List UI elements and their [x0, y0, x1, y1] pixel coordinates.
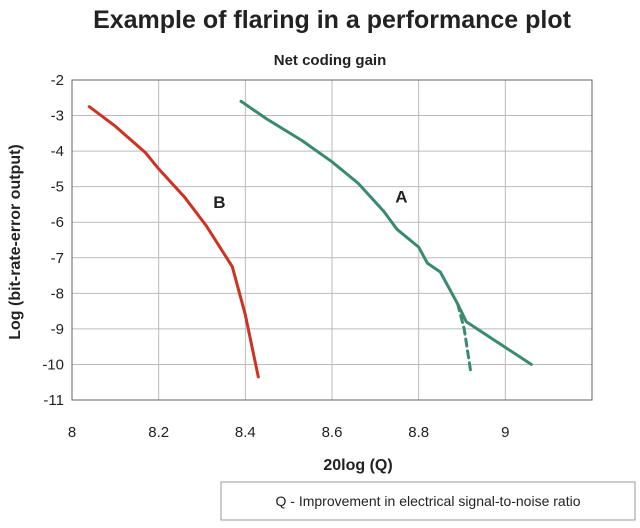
chart-subtitle: Net coding gain — [274, 52, 387, 69]
x-tick-label: 8.6 — [322, 424, 343, 441]
y-tick-label: -9 — [51, 321, 64, 338]
note-box — [220, 481, 636, 521]
series-line-b — [87, 105, 260, 379]
series-line-dashed-extension — [456, 302, 473, 374]
chart-title: Example of flaring in a performance plot — [93, 6, 572, 34]
series-label-a: A — [395, 188, 407, 207]
x-axis-label: 20log (Q) — [323, 457, 392, 474]
x-tick-label: 9 — [501, 424, 509, 441]
x-tick-label: 8.4 — [235, 424, 256, 441]
plot-frame — [71, 79, 593, 401]
x-tick-label: 8.2 — [148, 424, 169, 441]
y-axis-label: Log (bit-rate-error output) — [7, 144, 24, 340]
y-tick-label: -7 — [51, 250, 64, 267]
y-tick-label: -11 — [43, 392, 64, 409]
series-line-a — [239, 99, 533, 366]
tick-labels: 8 8.2 8.4 8.6 8.8 9 -2 -3 -4 -5 -6 -7 -8 -9 -10 -11 — [42, 72, 509, 441]
note-text: Q - Improvement in electrical signal-to-… — [275, 493, 580, 509]
grid — [72, 80, 592, 400]
y-tick-label: -2 — [51, 72, 64, 89]
y-tick-label: -5 — [51, 179, 64, 196]
x-tick-label: 8.8 — [408, 424, 429, 441]
y-tick-label: -10 — [42, 356, 64, 373]
y-tick-label: -3 — [51, 108, 64, 125]
y-tick-label: -4 — [51, 143, 64, 160]
series-label-b: B — [213, 193, 225, 212]
y-tick-label: -6 — [51, 214, 64, 231]
x-tick-label: 8 — [68, 424, 76, 441]
y-tick-label: -8 — [51, 285, 64, 302]
